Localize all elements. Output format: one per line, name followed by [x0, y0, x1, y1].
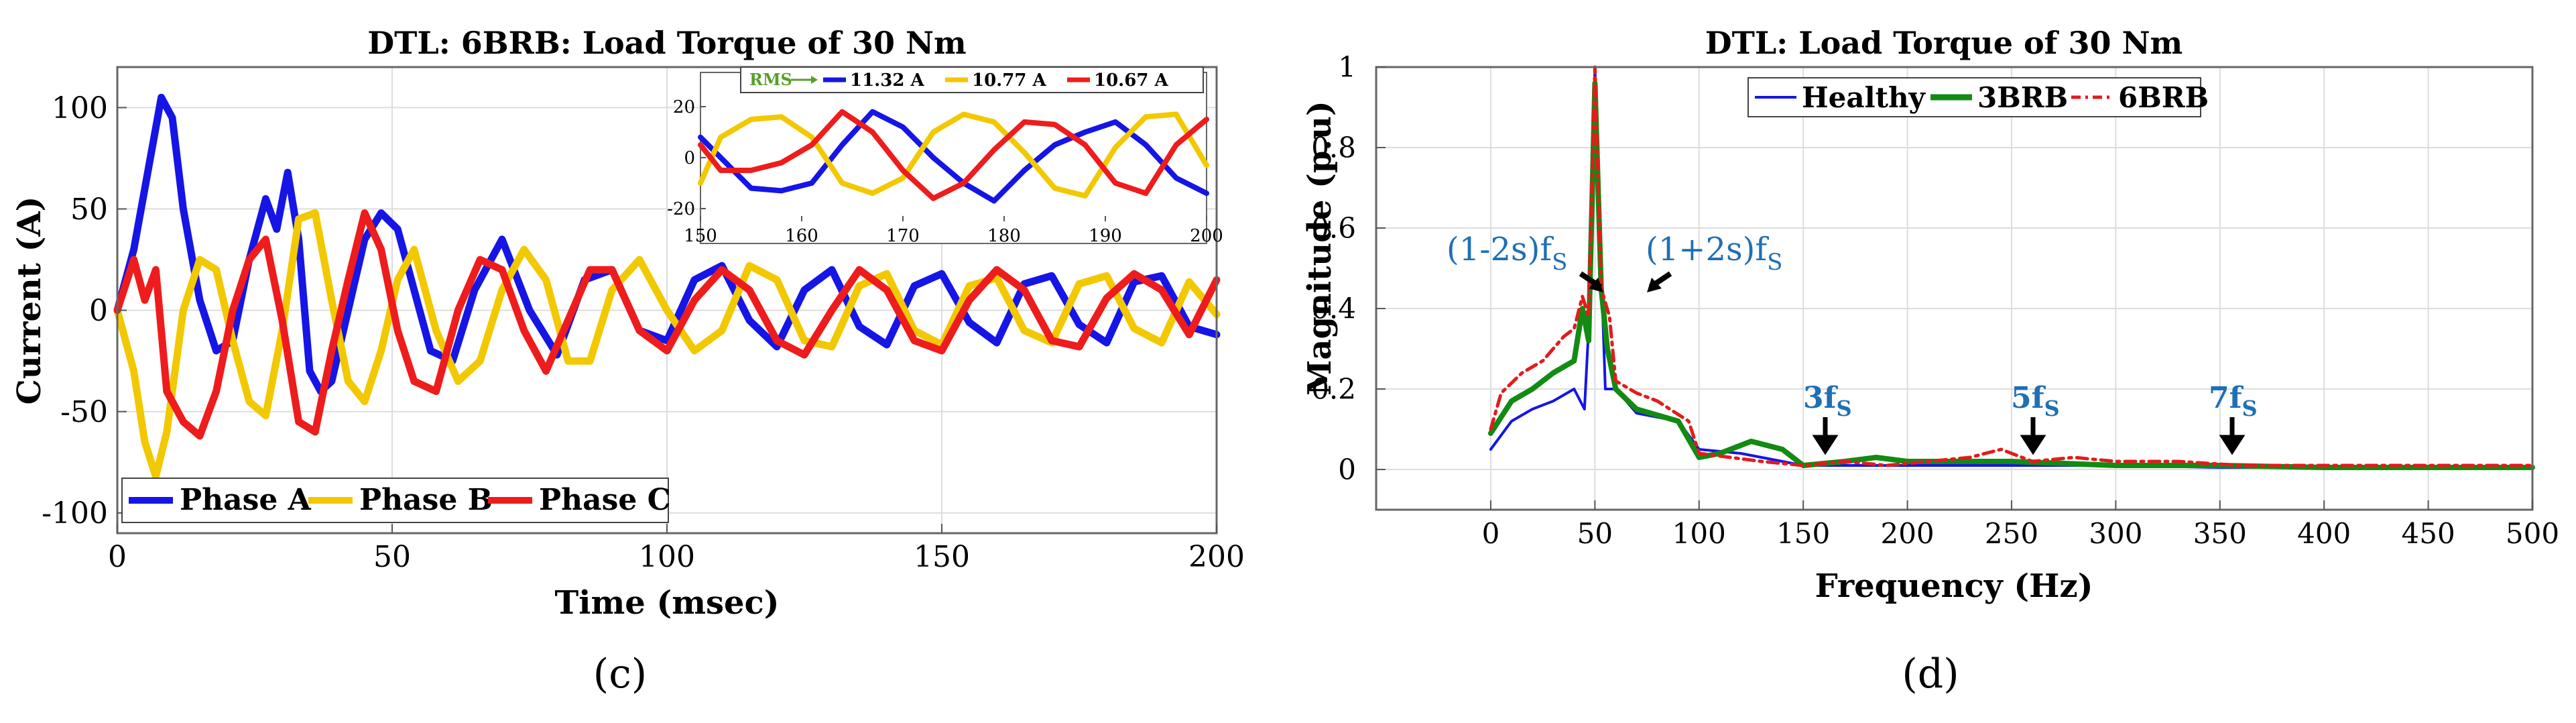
y-tick-label: 0.2 [1311, 373, 1356, 406]
chart-d-title: DTL: Load Torque of 30 Nm [1705, 25, 2183, 61]
annotation-7fs: 7fS [2209, 381, 2258, 421]
x-tick-label: 0 [108, 540, 127, 574]
chart-c-lines [113, 93, 1221, 480]
legend-label-phase-c: Phase C [539, 483, 671, 517]
series-line-phase-c [698, 109, 1209, 201]
inset-x-ticks: 150 160 170 180 190 200 [684, 216, 1223, 246]
chart-d-y-ticks: 0 0.2 0.4 0.6 0.8 1 [1311, 51, 1386, 486]
legend-label-3brb: 3BRB [1977, 81, 2068, 114]
y-tick-label: -50 [60, 395, 108, 429]
panel-d-label: (d) [1902, 651, 1959, 698]
chart-c-inset: 150 160 170 180 190 200 -20 0 20 RMS 11.32 A 10… [667, 66, 1223, 246]
series-line-phase-b [698, 111, 1209, 199]
y-tick-label: 0.4 [1311, 292, 1356, 325]
chart-c-x-ticks: 0 50 100 150 200 [108, 524, 1245, 574]
chart-c-x-axis-label: Time (msec) [555, 584, 780, 622]
annotation-arrow-head-1-minus-2s [1589, 278, 1603, 292]
y-tick-label: 0 [89, 294, 108, 328]
y-tick-label: 1 [1338, 51, 1356, 84]
x-tick-label: 150 [914, 540, 970, 574]
chart-c-legend: Phase A Phase B Phase C [121, 478, 671, 523]
inset-lines [698, 109, 1209, 204]
legend-label-6brb: 6BRB [2118, 81, 2209, 114]
x-tick-label: 160 [785, 226, 818, 246]
y-tick-label: -100 [42, 496, 108, 531]
x-tick-label: 400 [2297, 517, 2351, 550]
annotation-3fs: 3fS [1803, 381, 1852, 421]
chart-d-lines [1487, 65, 2535, 470]
chart-c-title: DTL: 6BRB: Load Torque of 30 Nm [367, 25, 966, 61]
inset-rms-label: RMS [749, 70, 792, 89]
x-tick-label: 150 [684, 226, 717, 246]
chart-d-x-ticks: 0 50 100 150 200 250 300 350 400 450 500 [1482, 500, 2559, 550]
chart-c-y-axis-label: Current (A) [11, 197, 48, 405]
chart-c-y-ticks: -100 -50 0 50 100 [42, 91, 127, 531]
chart-d-legend-box [1747, 77, 2201, 117]
series-line-3brb [1487, 80, 2535, 470]
chart-d-gridlines [1376, 66, 2533, 510]
x-tick-label: 200 [1188, 540, 1245, 574]
inset-rms-value-a: 11.32 A [850, 70, 924, 91]
annotation-arrow-head-1-plus-2s [1647, 278, 1662, 292]
inset-rms-value-b: 10.77 A [972, 70, 1046, 91]
annotation-1-plus-2s-fs: (1+2s)fS [1646, 231, 1782, 276]
annotation-arrow-3fs [1812, 417, 1839, 455]
y-tick-label: 50 [70, 192, 108, 227]
y-tick-label: 0 [1338, 453, 1356, 486]
y-tick-label: 20 [673, 97, 695, 117]
chart-d-x-axis-label: Frequency (Hz) [1815, 567, 2093, 605]
chart-d-y-axis-label: Magnitude (p.u) [1301, 101, 1339, 395]
x-tick-label: 450 [2402, 517, 2455, 550]
y-tick-label: 0 [684, 148, 695, 168]
x-tick-label: 50 [1577, 517, 1613, 550]
y-tick-label: -20 [667, 199, 695, 219]
legend-label-phase-a: Phase A [180, 483, 312, 517]
panel-c-label: (c) [593, 651, 647, 698]
chart-c-legend-box [121, 478, 669, 523]
inset-background [700, 72, 1207, 244]
x-tick-label: 170 [886, 226, 920, 246]
x-tick-label: 0 [1482, 517, 1500, 550]
inset-rms-value-c: 10.67 A [1094, 70, 1168, 91]
panel-d: DTL: Load Torque of 30 Nm 0 50 100 150 200 25… [1301, 25, 2559, 698]
y-tick-label: 0.6 [1311, 212, 1356, 245]
chart-d-annotations: (1-2s)fS (1+2s)fS 3fS 5fS 7fS [1447, 231, 2258, 455]
legend-label-phase-b: Phase B [359, 483, 493, 517]
annotation-5fs: 5fS [2011, 381, 2060, 421]
chart-d-plot-frame [1375, 66, 2534, 511]
x-tick-label: 100 [639, 540, 695, 574]
x-tick-label: 190 [1089, 226, 1122, 246]
x-tick-label: 500 [2506, 517, 2559, 550]
x-tick-label: 180 [987, 226, 1021, 246]
series-line-phase-a [698, 109, 1209, 204]
y-tick-label: 0.8 [1311, 131, 1356, 164]
series-line-phase-c [113, 209, 1221, 440]
series-line-phase-a [113, 93, 1221, 395]
chart-d-legend: Healthy 3BRB 6BRB [1747, 77, 2209, 117]
x-tick-label: 250 [1985, 517, 2038, 550]
x-tick-label: 50 [373, 540, 411, 574]
y-tick-label: 100 [52, 91, 108, 125]
legend-label-healthy: Healthy [1802, 81, 1926, 114]
annotation-1-minus-2s-fs: (1-2s)fS [1447, 231, 1567, 276]
x-tick-label: 200 [1190, 226, 1223, 246]
x-tick-label: 150 [1776, 517, 1830, 550]
series-line-6brb [1489, 65, 2534, 467]
x-tick-label: 200 [1880, 517, 1934, 550]
x-tick-label: 350 [2193, 517, 2247, 550]
x-tick-label: 300 [2089, 517, 2142, 550]
inset-rms-arrow-head [811, 76, 818, 84]
x-tick-label: 100 [1672, 517, 1726, 550]
annotation-arrow-7fs [2219, 417, 2246, 455]
panel-c: DTL: 6BRB: Load Torque of 30 Nm 0 50 100 15… [11, 25, 1245, 698]
annotation-arrow-5fs [2020, 417, 2046, 455]
inset-y-ticks: -20 0 20 [667, 97, 706, 219]
